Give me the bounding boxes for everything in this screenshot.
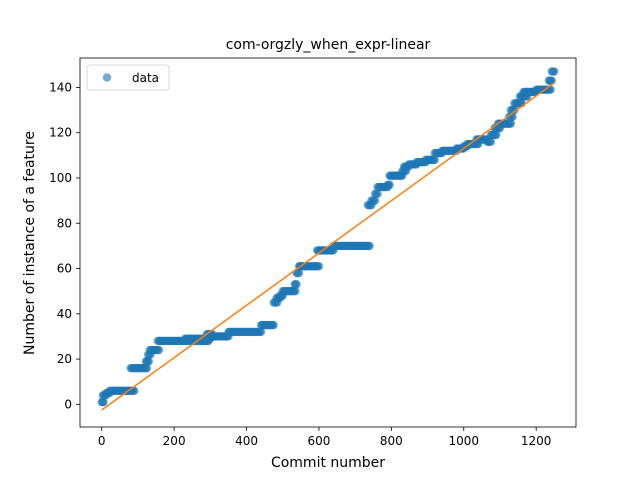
series-data [97,67,559,407]
data-point [292,280,301,289]
plot-frame [79,57,577,428]
y-tick-label: 40 [57,307,72,321]
data-point [256,327,266,337]
y-tick-label: 80 [57,216,72,230]
y-tick-label: 120 [49,126,72,140]
data-point [365,241,374,251]
plot-area [97,67,559,411]
x-tick-label: 1000 [448,434,479,448]
data-point [550,67,559,76]
data-point [373,189,382,199]
linear-fit-line [101,82,555,411]
y-tick-label: 100 [49,171,72,185]
data-point [142,363,152,373]
data-point [291,286,300,296]
data-point [144,357,153,366]
x-axis-title: Commit number [271,455,385,471]
legend-box [86,64,170,91]
data-point [510,105,519,115]
x-tick-label: 800 [380,434,403,448]
y-tick-label: 0 [64,397,72,411]
data-point [486,137,496,146]
axes-layer: 0 200 400 600 800 1000 1200 0 20 40 60 80 100 120 140 [49,57,577,448]
y-tick-label: 60 [57,262,72,276]
x-tick-label: 400 [235,434,258,448]
x-tick-label: 200 [163,434,186,448]
data-point [385,180,394,189]
data-point [547,76,556,85]
y-tick-label: 140 [49,80,72,94]
y-tick-label: 20 [57,352,72,366]
x-tick-label: 0 [98,434,106,448]
data-point [370,196,380,205]
data-point [314,262,324,271]
legend-label: data [132,71,159,85]
x-tick-label: 1200 [521,434,552,448]
y-axis-title: Number of instance of a feature [22,131,38,355]
data-point [506,119,516,128]
data-point [492,130,501,140]
plot-layer [97,67,559,411]
legend: data [86,64,170,91]
legend-marker [102,73,112,82]
chart-title: com-orgzly_when_expr-linear [226,37,431,53]
x-tick-label: 600 [307,434,330,448]
data-point [294,268,304,278]
data-point [269,320,278,330]
data-point [154,345,164,355]
data-point [99,397,108,407]
data-point [430,155,439,165]
